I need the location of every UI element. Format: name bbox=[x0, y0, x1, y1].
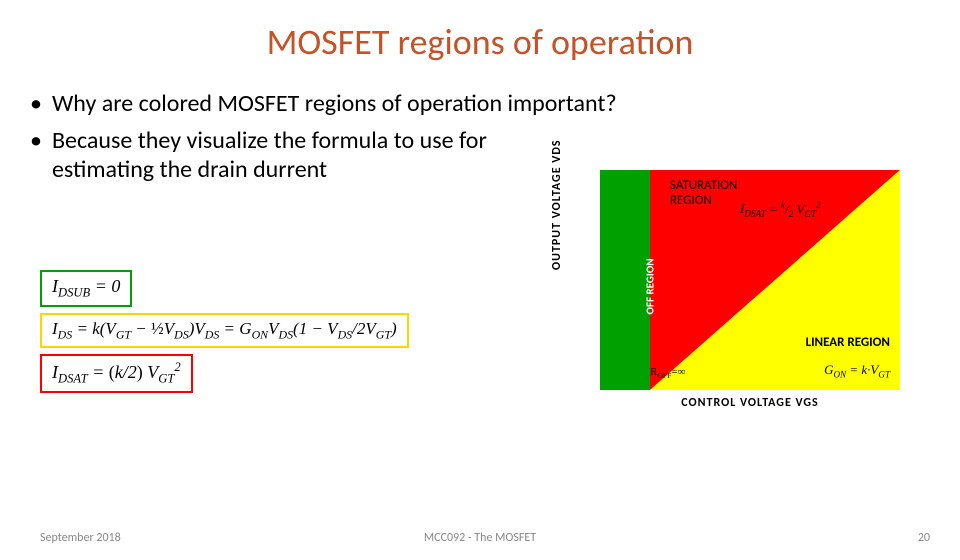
footer-date: September 2018 bbox=[40, 531, 121, 545]
off-region bbox=[600, 170, 650, 390]
sat-region-formula: IDSAT = k/2 VGT2 bbox=[740, 200, 821, 219]
bullet-dot: • bbox=[30, 89, 42, 118]
bullet-1-text: Why are colored MOSFET regions of operat… bbox=[52, 89, 617, 118]
footer-page: 20 bbox=[918, 531, 930, 545]
region-chart: OUTPUT VOLTAGE VDS OFF REGION SATURATION… bbox=[580, 170, 900, 410]
chart-area: OFF REGION SATURATIONREGION IDSAT = k/2 … bbox=[600, 170, 900, 390]
footer-title: MCC092 - The MOSFET bbox=[424, 531, 536, 545]
formula-off: IDSUB = 0 bbox=[40, 270, 132, 307]
linear-region-label: LINEAR REGION bbox=[806, 335, 890, 350]
bullet-2: • Because they visualize the formula to … bbox=[30, 126, 490, 184]
bullet-1: • Why are colored MOSFET regions of oper… bbox=[30, 89, 930, 118]
formula-list: IDSUB = 0 IDS = k(VGT − ½VDS)VDS = GONVD… bbox=[40, 270, 470, 399]
chart-xlabel: CONTROL VOLTAGE VGS bbox=[600, 396, 900, 410]
slide-title: MOSFET regions of operation bbox=[0, 20, 960, 64]
bullet-2-text: Because they visualize the formula to us… bbox=[52, 126, 490, 184]
sat-region-label: SATURATIONREGION bbox=[670, 178, 737, 208]
chart-ylabel: OUTPUT VOLTAGE VDS bbox=[550, 139, 564, 270]
formula-linear: IDS = k(VGT − ½VDS)VDS = GONVDS(1 − VDS/… bbox=[40, 313, 409, 348]
bullet-dot: • bbox=[30, 126, 42, 184]
off-region-label: OFF REGION bbox=[644, 258, 657, 314]
formula-sat: IDSAT = (k/2) VGT2 bbox=[40, 354, 193, 393]
roff-label: ROFF=∞ bbox=[650, 366, 686, 380]
linear-region-formula: GON = k·VGT bbox=[824, 362, 890, 380]
